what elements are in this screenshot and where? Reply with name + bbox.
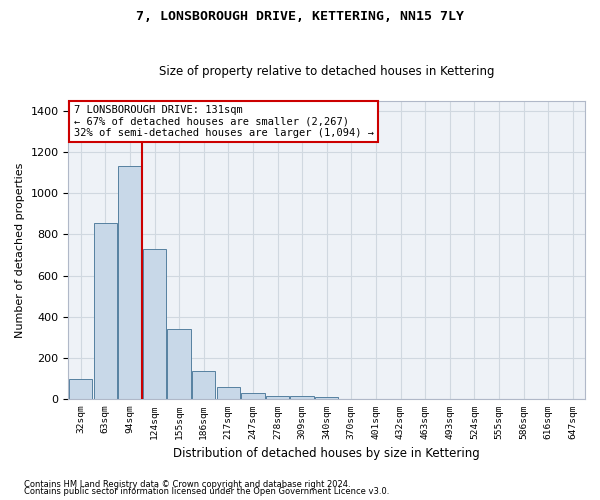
Bar bbox=[290, 396, 314, 400]
Y-axis label: Number of detached properties: Number of detached properties bbox=[15, 162, 25, 338]
Bar bbox=[94, 223, 117, 400]
Bar bbox=[143, 249, 166, 400]
Bar bbox=[266, 396, 289, 400]
Bar bbox=[315, 397, 338, 400]
Bar bbox=[241, 393, 265, 400]
Text: Contains public sector information licensed under the Open Government Licence v3: Contains public sector information licen… bbox=[24, 487, 389, 496]
Title: Size of property relative to detached houses in Kettering: Size of property relative to detached ho… bbox=[159, 66, 494, 78]
Bar bbox=[192, 372, 215, 400]
Bar bbox=[217, 387, 240, 400]
X-axis label: Distribution of detached houses by size in Kettering: Distribution of detached houses by size … bbox=[173, 447, 480, 460]
Bar bbox=[167, 329, 191, 400]
Text: Contains HM Land Registry data © Crown copyright and database right 2024.: Contains HM Land Registry data © Crown c… bbox=[24, 480, 350, 489]
Text: 7, LONSBOROUGH DRIVE, KETTERING, NN15 7LY: 7, LONSBOROUGH DRIVE, KETTERING, NN15 7L… bbox=[136, 10, 464, 23]
Bar bbox=[118, 166, 142, 400]
Text: 7 LONSBOROUGH DRIVE: 131sqm
← 67% of detached houses are smaller (2,267)
32% of : 7 LONSBOROUGH DRIVE: 131sqm ← 67% of det… bbox=[74, 105, 374, 138]
Bar bbox=[69, 378, 92, 400]
